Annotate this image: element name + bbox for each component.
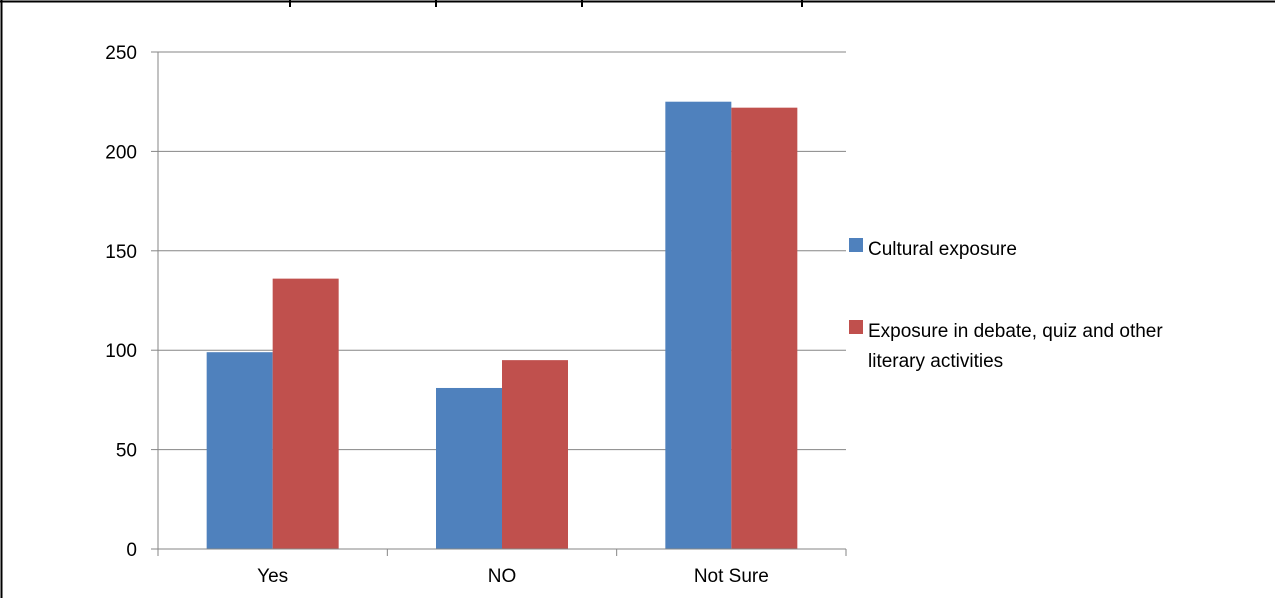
y-tick-label: 250 [105,43,137,64]
axes [151,51,847,556]
legend-label: Exposure in debate, quiz and other litera… [868,321,1163,372]
y-tick-label: 0 [126,540,137,561]
x-tick-labels: Yes NO Not Sure [257,566,769,587]
frame-top-ticks [289,0,803,7]
x-tick-label: Not Sure [694,566,769,587]
y-tick-label: 50 [116,441,137,462]
bar-cultural-exposure [665,101,732,549]
y-tick-label: 100 [105,341,137,362]
y-tick-labels: 0 50 100 150 200 250 [105,43,137,561]
x-tick-label: NO [488,566,517,587]
legend: Cultural exposure Exposure in debate, qui… [849,238,1163,372]
legend-label: Cultural exposure [868,239,1017,260]
bar-cultural-exposure [436,387,502,549]
legend-swatch [849,238,863,252]
x-tick-label: Yes [257,566,288,587]
bars [206,101,798,549]
y-tick-label: 150 [105,242,137,263]
legend-swatch [849,320,863,334]
bar-debate-quiz-exposure [272,278,339,549]
bar-cultural-exposure [206,352,273,549]
bar-debate-quiz-exposure [502,360,568,549]
y-tick-label: 200 [105,142,137,163]
bar-debate-quiz-exposure [731,107,798,549]
